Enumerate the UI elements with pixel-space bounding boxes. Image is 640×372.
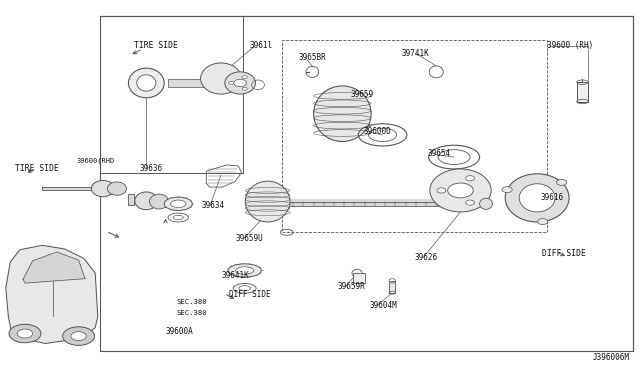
Text: 39659: 39659 [351,90,374,99]
Ellipse shape [135,192,158,210]
Ellipse shape [92,180,115,197]
Polygon shape [6,245,98,343]
Text: 3965BR: 3965BR [299,52,326,61]
Ellipse shape [505,174,569,222]
Text: 39659R: 39659R [338,282,365,291]
Ellipse shape [164,197,192,211]
Text: 39604M: 39604M [370,301,397,310]
Bar [353,273,365,283]
Text: 39600D: 39600D [364,126,391,136]
Ellipse shape [129,68,164,98]
Text: 39641K: 39641K [221,271,249,280]
Text: 39600A: 39600A [166,327,193,336]
Text: J396006M: J396006M [593,353,630,362]
Circle shape [234,79,246,87]
Circle shape [17,329,33,338]
Text: 39636: 39636 [140,164,163,173]
Circle shape [9,324,41,343]
Text: 39654: 39654 [428,149,451,158]
Circle shape [242,87,247,90]
Text: 39600(RHD: 39600(RHD [76,158,115,164]
Circle shape [556,179,566,185]
Text: DIFF SIDE: DIFF SIDE [229,290,271,299]
Ellipse shape [239,286,250,291]
Ellipse shape [519,184,555,212]
Text: 3961l: 3961l [250,41,273,50]
Bar [129,194,134,205]
Circle shape [466,176,474,181]
Ellipse shape [228,264,261,277]
Circle shape [242,76,247,78]
Circle shape [71,332,86,340]
Circle shape [437,188,446,193]
Ellipse shape [225,72,255,94]
Ellipse shape [150,194,169,209]
Ellipse shape [200,63,241,94]
Bar [42,187,100,190]
Text: 39659U: 39659U [236,234,264,243]
Text: 39634: 39634 [202,201,225,210]
Text: 39626: 39626 [415,253,438,262]
Text: SEC.380: SEC.380 [176,310,207,316]
Ellipse shape [137,75,156,91]
Ellipse shape [173,215,183,220]
Circle shape [466,200,474,205]
Text: 39600 (RH): 39600 (RH) [547,41,593,51]
Text: 39616: 39616 [540,193,563,202]
Circle shape [448,183,473,198]
Bar [282,39,547,232]
Text: TIRE SIDE: TIRE SIDE [134,41,177,50]
Bar [100,16,633,351]
Text: TIRE SIDE: TIRE SIDE [15,164,59,173]
Circle shape [228,81,234,84]
Text: SEC.380: SEC.380 [176,299,207,305]
Text: DIFF SIDE: DIFF SIDE [542,249,586,258]
Circle shape [63,327,95,345]
Ellipse shape [171,200,186,208]
Bar [168,79,205,87]
Polygon shape [23,252,85,283]
Ellipse shape [430,169,491,212]
Circle shape [538,219,548,225]
Bar [100,16,243,173]
Bar [577,82,588,102]
Text: 39741K: 39741K [402,49,429,58]
Circle shape [502,187,512,193]
Ellipse shape [108,182,127,195]
Ellipse shape [479,198,492,209]
Ellipse shape [236,267,253,274]
Bar [389,281,396,293]
Ellipse shape [314,86,371,141]
Ellipse shape [245,181,290,222]
